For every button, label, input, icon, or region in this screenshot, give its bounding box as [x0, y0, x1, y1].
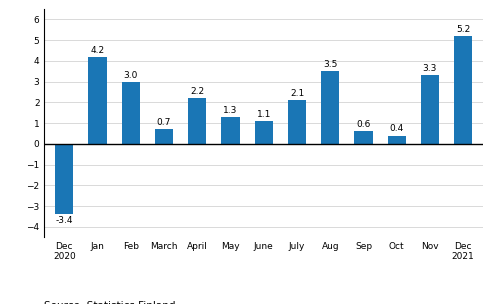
Text: -3.4: -3.4: [56, 216, 73, 225]
Text: 1.1: 1.1: [256, 110, 271, 119]
Bar: [155, 129, 173, 144]
Text: 0.4: 0.4: [389, 124, 404, 133]
Bar: [288, 100, 306, 144]
Text: 3.3: 3.3: [423, 64, 437, 73]
Text: 3.0: 3.0: [124, 71, 138, 80]
Text: Source: Statistics Finland: Source: Statistics Finland: [44, 301, 176, 304]
Text: 0.6: 0.6: [356, 120, 371, 129]
Text: 5.2: 5.2: [456, 25, 470, 34]
Text: 0.7: 0.7: [157, 118, 171, 127]
Text: 4.2: 4.2: [91, 46, 105, 55]
Bar: [55, 144, 73, 214]
Text: 2.2: 2.2: [190, 87, 204, 96]
Bar: [221, 117, 240, 144]
Bar: [454, 36, 472, 144]
Bar: [188, 98, 207, 144]
Text: 3.5: 3.5: [323, 60, 337, 69]
Text: 1.3: 1.3: [223, 106, 238, 115]
Bar: [421, 75, 439, 144]
Bar: [321, 71, 339, 144]
Bar: [88, 57, 106, 144]
Bar: [122, 82, 140, 144]
Bar: [254, 121, 273, 144]
Bar: [387, 136, 406, 144]
Bar: [354, 131, 373, 144]
Text: 2.1: 2.1: [290, 89, 304, 98]
